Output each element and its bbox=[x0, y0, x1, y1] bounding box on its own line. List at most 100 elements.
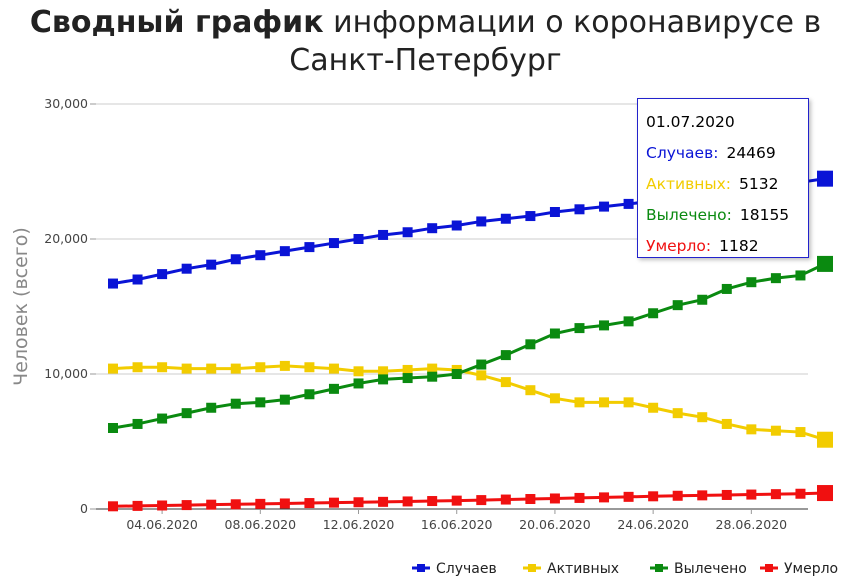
data-point bbox=[132, 500, 143, 511]
data-point bbox=[623, 397, 634, 408]
data-point bbox=[402, 373, 413, 384]
data-point bbox=[378, 229, 389, 240]
chart-title: Сводный график информации о коронавирусе… bbox=[0, 4, 851, 80]
data-point bbox=[279, 394, 290, 405]
data-point bbox=[206, 363, 217, 374]
data-point bbox=[525, 494, 536, 505]
data-point bbox=[108, 501, 118, 512]
data-point bbox=[770, 425, 781, 436]
data-point bbox=[770, 489, 781, 500]
legend-label: Активных bbox=[547, 561, 619, 577]
data-point bbox=[599, 397, 610, 408]
data-point bbox=[672, 408, 683, 419]
data-point bbox=[697, 490, 708, 501]
x-tick-label: 24.06.2020 bbox=[617, 517, 689, 532]
data-point bbox=[378, 366, 389, 377]
data-point bbox=[574, 397, 585, 408]
data-point bbox=[255, 397, 266, 408]
data-point bbox=[206, 402, 217, 413]
data-point bbox=[574, 204, 585, 215]
x-tick-label: 20.06.2020 bbox=[519, 517, 591, 532]
data-point bbox=[476, 216, 487, 227]
legend-swatch-marker bbox=[765, 564, 773, 572]
data-point bbox=[206, 259, 217, 270]
data-point bbox=[108, 363, 118, 374]
data-point bbox=[623, 316, 634, 327]
data-point bbox=[157, 500, 168, 511]
x-tick-label: 16.06.2020 bbox=[421, 517, 493, 532]
data-point bbox=[353, 366, 364, 377]
title-rest: информации о коронавирусе в bbox=[323, 5, 822, 40]
data-point bbox=[279, 360, 290, 371]
x-tick-label: 28.06.2020 bbox=[716, 517, 788, 532]
data-point bbox=[574, 323, 585, 334]
data-point bbox=[648, 402, 659, 413]
data-point bbox=[255, 362, 266, 373]
series-line bbox=[112, 262, 826, 430]
data-point bbox=[451, 369, 462, 379]
data-point bbox=[549, 393, 560, 404]
tooltip-row-recovered: Вылечено: 18155 bbox=[646, 200, 808, 231]
y-axis-label: Человек (всего) bbox=[10, 227, 32, 386]
tooltip-row-cases: Случаев: 24469 bbox=[646, 138, 808, 169]
data-point bbox=[549, 207, 560, 217]
data-point bbox=[427, 496, 438, 507]
data-point bbox=[746, 424, 757, 435]
data-point bbox=[328, 363, 339, 374]
y-tick-label: 10,000 bbox=[44, 366, 88, 381]
x-tick-label: 04.06.2020 bbox=[126, 517, 198, 532]
data-point bbox=[525, 211, 536, 222]
data-point bbox=[132, 362, 143, 373]
data-point bbox=[230, 398, 241, 409]
data-point bbox=[476, 495, 487, 506]
data-point bbox=[500, 377, 511, 388]
data-point bbox=[353, 234, 364, 244]
legend-swatch-marker bbox=[528, 564, 536, 572]
tooltip-row-deaths: Умерло: 1182 bbox=[646, 231, 808, 262]
data-point bbox=[746, 489, 757, 500]
data-point bbox=[770, 273, 781, 284]
legend-swatch-marker bbox=[417, 564, 425, 572]
data-point bbox=[623, 491, 634, 502]
data-point bbox=[304, 362, 315, 373]
data-point bbox=[157, 269, 168, 280]
data-point bbox=[697, 294, 708, 305]
data-point bbox=[648, 308, 659, 319]
data-point bbox=[500, 350, 511, 361]
data-point bbox=[721, 489, 732, 500]
data-point bbox=[230, 363, 241, 374]
tooltip-label-cases: Случаев: bbox=[646, 144, 719, 162]
data-point bbox=[746, 277, 757, 288]
tooltip-row-active: Активных: 5132 bbox=[646, 169, 808, 200]
data-point bbox=[451, 220, 462, 231]
data-point bbox=[427, 363, 438, 374]
data-point bbox=[476, 359, 487, 370]
tooltip-value-active: 5132 bbox=[738, 175, 779, 193]
data-point bbox=[795, 488, 806, 499]
data-point bbox=[279, 246, 290, 257]
data-point bbox=[623, 198, 634, 209]
series-line bbox=[112, 364, 826, 442]
data-point bbox=[574, 492, 585, 503]
data-point bbox=[697, 412, 708, 423]
tooltip-value-recovered: 18155 bbox=[739, 206, 790, 224]
data-point bbox=[255, 250, 266, 261]
y-tick-label: 20,000 bbox=[44, 231, 88, 246]
tooltip-label-deaths: Умерло: bbox=[646, 237, 712, 255]
data-point bbox=[721, 418, 732, 429]
data-point bbox=[549, 328, 560, 339]
data-point bbox=[328, 383, 339, 394]
x-tick-label: 08.06.2020 bbox=[225, 517, 297, 532]
tooltip-date: 01.07.2020 bbox=[646, 113, 735, 131]
data-point bbox=[817, 170, 833, 187]
data-point bbox=[599, 492, 610, 503]
data-point bbox=[549, 493, 560, 504]
series-line bbox=[112, 491, 826, 508]
data-point bbox=[648, 491, 659, 502]
data-point bbox=[525, 385, 536, 396]
tooltip-value-deaths: 1182 bbox=[719, 237, 759, 255]
data-point bbox=[402, 227, 413, 238]
data-point bbox=[817, 485, 833, 502]
